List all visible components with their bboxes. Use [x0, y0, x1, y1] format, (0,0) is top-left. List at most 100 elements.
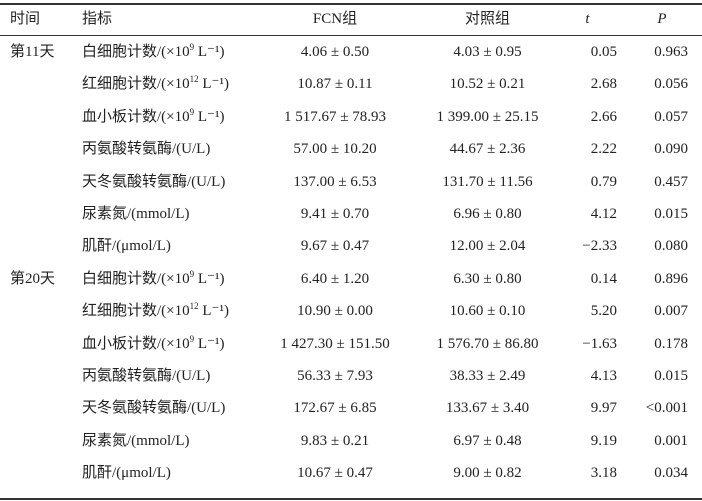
header-control-group: 对照组 [464, 11, 510, 27]
indicator-label: 肌酐/(μmol/L) [82, 457, 171, 489]
fcn-value: 9.41 ± 0.70 [300, 206, 370, 222]
control-value: 6.97 ± 0.48 [453, 432, 522, 449]
indicator-unit: L⁻¹) [194, 44, 225, 60]
control-value: 6.30 ± 0.80 [453, 270, 522, 287]
indicator-unit: L⁻¹) [198, 76, 229, 93]
fcn-value: 9.83 ± 0.21 [300, 432, 370, 449]
header-p: P [657, 11, 667, 27]
indicator-text: 红细胞计数/(×10 [82, 303, 190, 320]
table-top-rule [0, 3, 702, 5]
t-value: 5.20 [590, 303, 617, 320]
t-value: 0.05 [590, 44, 617, 60]
control-value: 10.52 ± 0.21 [449, 76, 526, 93]
indicator-unit: L⁻¹) [194, 108, 225, 125]
indicator-exponent: 9 [189, 106, 195, 117]
table-row: 尿素氮/(mmol/L) 9.83 ± 0.21 6.97 ± 0.48 9.19 0.… [0, 425, 702, 457]
table-row: 丙氨酸转氨酶/(U/L) 56.33 ± 7.93 38.33 ± 2.49 4.13… [0, 360, 702, 392]
indicator-exponent: 12 [189, 74, 199, 85]
p-value: 0.034 [654, 465, 688, 482]
control-value: 10.60 ± 0.10 [449, 303, 526, 320]
p-value: 0.015 [654, 368, 688, 384]
indicator-exponent: 9 [189, 333, 195, 344]
t-value: 4.12 [590, 206, 617, 222]
header-fcn-group: FCN组 [312, 11, 358, 27]
p-value: 0.015 [654, 206, 688, 222]
indicator-text: 天冬氨酸转氨酶/(U/L) [82, 173, 226, 190]
t-value: 9.19 [590, 432, 617, 449]
indicator-text: 尿素氮/(mmol/L) [82, 432, 190, 449]
p-value: <0.001 [645, 400, 688, 417]
table-row: 红细胞计数/(×1012 L⁻¹) 10.90 ± 0.00 10.60 ± 0.1… [0, 295, 702, 327]
control-value: 131.70 ± 11.56 [442, 173, 533, 190]
indicator-label: 白细胞计数/(×109 L⁻¹) [82, 263, 224, 295]
t-value: 0.14 [590, 270, 617, 287]
table-bottom-rule [0, 498, 702, 500]
control-value: 133.67 ± 3.40 [445, 400, 530, 417]
indicator-unit: L⁻¹) [198, 303, 229, 320]
indicator-label: 尿素氮/(mmol/L) [82, 198, 190, 230]
fcn-value: 10.67 ± 0.47 [297, 465, 373, 482]
indicator-text: 血小板计数/(×10 [82, 108, 190, 125]
fcn-value: 4.06 ± 0.50 [300, 44, 370, 60]
p-value: 0.056 [654, 76, 688, 93]
p-value: 0.896 [654, 270, 688, 287]
table-row: 尿素氮/(mmol/L) 9.41 ± 0.70 6.96 ± 0.80 4.12 0.… [0, 198, 702, 230]
table-row: 第11天 白细胞计数/(×109 L⁻¹) 4.06 ± 0.50 4.03 ± 0.… [0, 36, 702, 68]
time-label: 第11天 [10, 44, 55, 60]
control-value: 44.67 ± 2.36 [449, 141, 526, 158]
fcn-value: 1 427.30 ± 151.50 [280, 335, 390, 352]
p-value: 0.963 [654, 44, 688, 60]
t-value: 9.97 [590, 400, 617, 417]
time-label: 第20天 [10, 270, 56, 287]
indicator-text: 血小板计数/(×10 [82, 335, 190, 352]
indicator-text: 天冬氨酸转氨酶/(U/L) [82, 400, 226, 417]
control-value: 6.96 ± 0.80 [453, 206, 522, 222]
table-row: 第20天 白细胞计数/(×109 L⁻¹) 6.40 ± 1.20 6.30 ± 0.… [0, 263, 702, 295]
table-row: 红细胞计数/(×1012 L⁻¹) 10.87 ± 0.11 10.52 ± 0.2… [0, 68, 702, 100]
header-t: t [585, 11, 590, 27]
indicator-label: 血小板计数/(×109 L⁻¹) [82, 328, 224, 360]
t-value: 2.66 [590, 108, 617, 125]
fcn-value: 10.87 ± 0.11 [297, 76, 373, 93]
table-row: 天冬氨酸转氨酶/(U/L) 172.67 ± 6.85 133.67 ± 3.40 9… [0, 392, 702, 424]
fcn-value: 1 517.67 ± 78.93 [284, 108, 386, 125]
indicator-label: 血小板计数/(×109 L⁻¹) [82, 101, 224, 133]
table-row: 丙氨酸转氨酶/(U/L) 57.00 ± 10.20 44.67 ± 2.36 2.2… [0, 133, 702, 165]
indicator-label: 丙氨酸转氨酶/(U/L) [82, 360, 210, 392]
table-header-rule [0, 35, 702, 36]
indicator-label: 白细胞计数/(×109 L⁻¹) [82, 36, 224, 68]
table-row: 肌酐/(μmol/L) 9.67 ± 0.47 12.00 ± 2.04 −2.33 0… [0, 230, 702, 262]
p-value: 0.057 [654, 108, 688, 125]
indicator-label: 红细胞计数/(×1012 L⁻¹) [82, 68, 229, 100]
indicator-label: 尿素氮/(mmol/L) [82, 425, 190, 457]
indicator-text: 白细胞计数/(×10 [82, 270, 190, 287]
indicator-text: 肌酐/(μmol/L) [82, 465, 171, 482]
fcn-value: 56.33 ± 7.93 [297, 368, 373, 384]
p-value: 0.007 [654, 303, 688, 320]
header-indicator: 指标 [82, 11, 113, 27]
p-value: 0.080 [654, 238, 688, 255]
indicator-exponent: 9 [189, 268, 195, 279]
p-value: 0.457 [654, 173, 688, 190]
indicator-unit: L⁻¹) [194, 335, 225, 352]
fcn-value: 10.90 ± 0.00 [297, 303, 373, 320]
control-value: 38.33 ± 2.49 [449, 368, 526, 384]
table-row: 天冬氨酸转氨酶/(U/L) 137.00 ± 6.53 131.70 ± 11.56… [0, 166, 702, 198]
p-value: 0.178 [654, 335, 688, 352]
control-value: 9.00 ± 0.82 [453, 465, 522, 482]
indicator-exponent: 12 [189, 301, 199, 312]
indicator-label: 红细胞计数/(×1012 L⁻¹) [82, 295, 229, 327]
fcn-value: 57.00 ± 10.20 [293, 141, 377, 158]
fcn-value: 9.67 ± 0.47 [300, 238, 370, 255]
table-row: 血小板计数/(×109 L⁻¹) 1 517.67 ± 78.93 1 399.00… [0, 101, 702, 133]
t-value: −1.63 [582, 335, 617, 352]
indicator-text: 丙氨酸转氨酶/(U/L) [82, 141, 211, 158]
fcn-value: 6.40 ± 1.20 [300, 270, 370, 287]
indicator-unit: L⁻¹) [194, 270, 225, 287]
indicator-text: 尿素氮/(mmol/L) [82, 206, 190, 222]
indicator-text: 肌酐/(μmol/L) [82, 238, 171, 255]
indicator-exponent: 9 [189, 42, 195, 52]
t-value: 0.79 [590, 173, 617, 190]
t-value: 2.68 [590, 76, 617, 93]
